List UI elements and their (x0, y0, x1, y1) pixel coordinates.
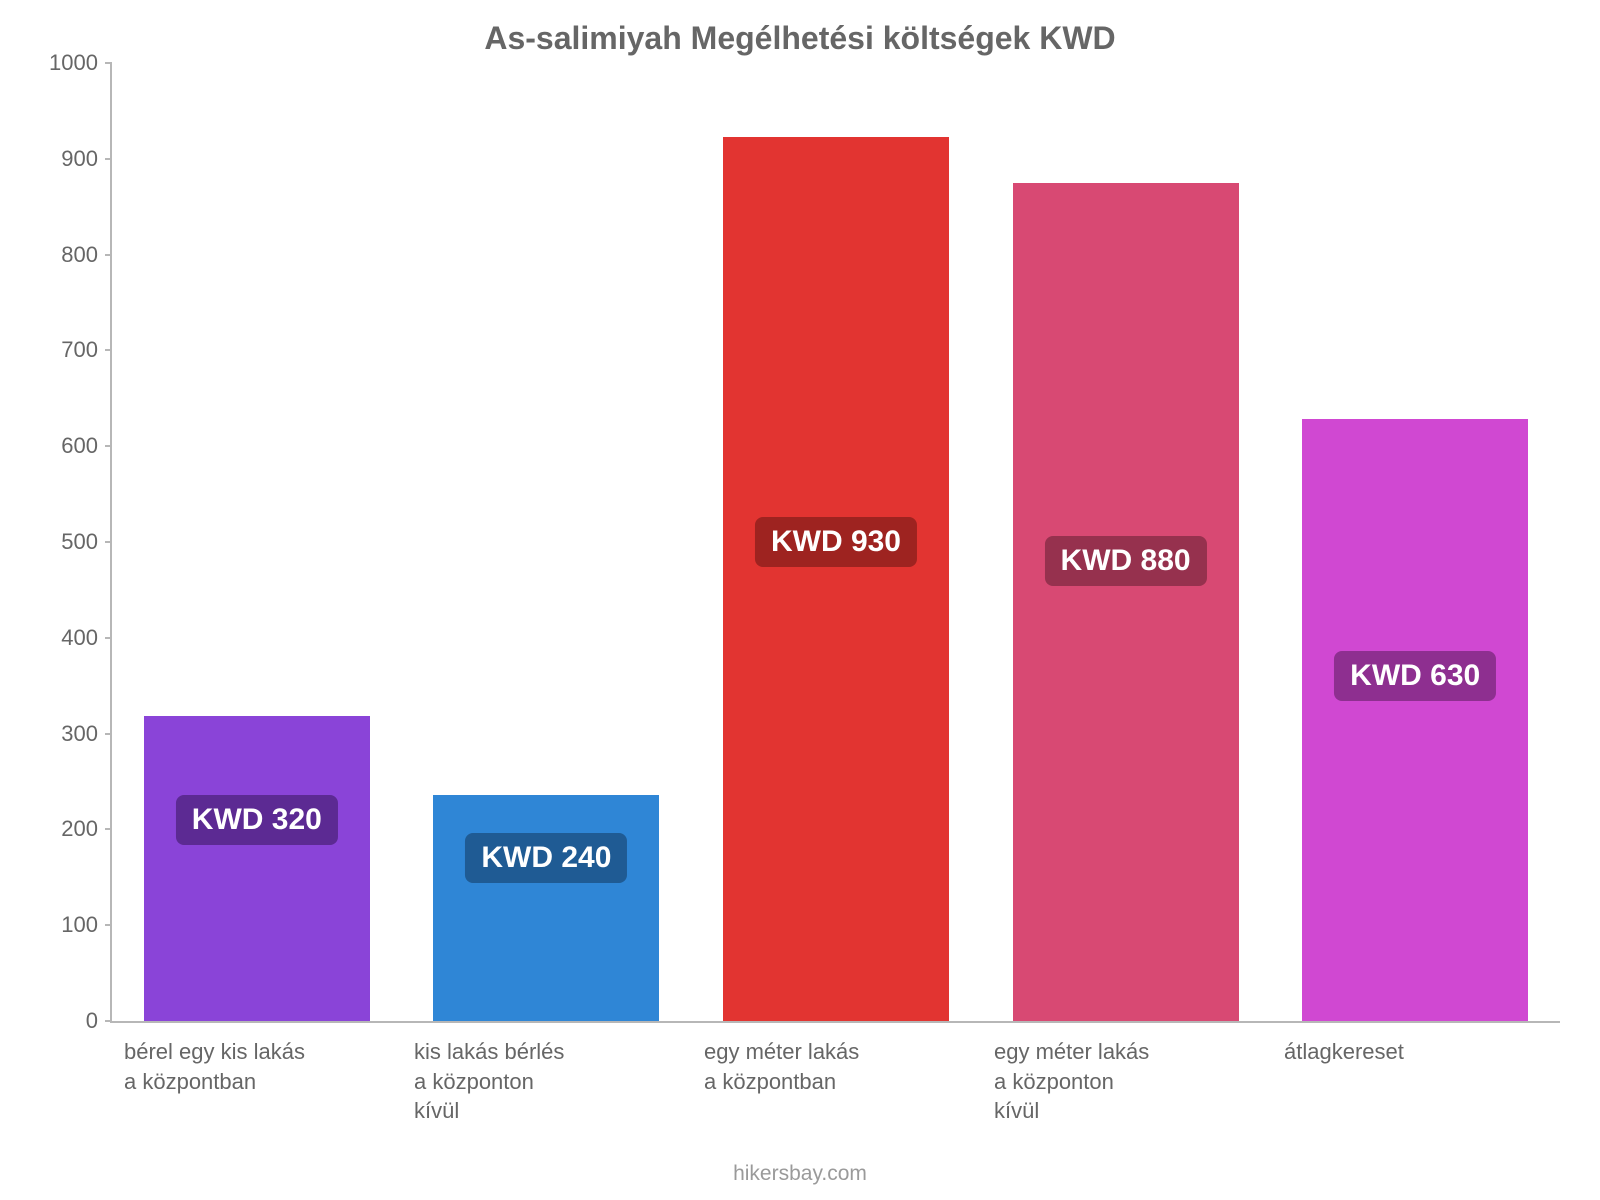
y-tick-label: 900 (61, 146, 98, 172)
y-tick-mark (105, 733, 112, 735)
x-axis-label: egy méter lakás a központon kívül (980, 1023, 1270, 1126)
plot-row: 01002003004005006007008009001000 KWD 320… (40, 63, 1560, 1023)
y-tick-label: 0 (86, 1008, 98, 1034)
y-tick-mark (105, 349, 112, 351)
bar-cell: KWD 880 (981, 63, 1271, 1021)
y-tick-mark (105, 62, 112, 64)
bar: KWD 880 (1013, 183, 1239, 1021)
x-axis-label: bérel egy kis lakás a központban (110, 1023, 400, 1126)
bar-value-label: KWD 930 (755, 517, 917, 567)
x-axis-label: átlagkereset (1270, 1023, 1560, 1126)
y-tick-mark (105, 637, 112, 639)
chart-title: As-salimiyah Megélhetési költségek KWD (40, 20, 1560, 57)
credit-text: hikersbay.com (40, 1162, 1560, 1186)
bar: KWD 930 (723, 137, 949, 1021)
bar-value-label: KWD 240 (465, 833, 627, 883)
y-tick-mark (105, 158, 112, 160)
y-tick-mark (105, 445, 112, 447)
bar-value-label: KWD 880 (1045, 536, 1207, 586)
bar-cell: KWD 320 (112, 63, 402, 1021)
x-axis-label: egy méter lakás a központban (690, 1023, 980, 1126)
y-tick-mark (105, 828, 112, 830)
bars-layer: KWD 320 KWD 240 KWD 930 KWD 880 KWD 630 (112, 63, 1560, 1021)
y-tick-mark (105, 1020, 112, 1022)
plot-area: KWD 320 KWD 240 KWD 930 KWD 880 KWD 630 (110, 63, 1560, 1023)
y-tick-mark (105, 924, 112, 926)
y-tick-label: 400 (61, 625, 98, 651)
y-tick-label: 100 (61, 912, 98, 938)
chart-container: As-salimiyah Megélhetési költségek KWD 0… (0, 0, 1600, 1200)
bar-value-label: KWD 320 (176, 795, 338, 845)
bar-value-label: KWD 630 (1334, 651, 1496, 701)
bar: KWD 630 (1302, 419, 1528, 1021)
bar-cell: KWD 240 (402, 63, 692, 1021)
y-tick-label: 500 (61, 529, 98, 555)
y-tick-label: 1000 (49, 50, 98, 76)
bar-cell: KWD 630 (1270, 63, 1560, 1021)
y-axis: 01002003004005006007008009001000 (40, 63, 110, 1023)
bar: KWD 320 (144, 716, 370, 1021)
y-tick-mark (105, 254, 112, 256)
x-axis: bérel egy kis lakás a központbankis laká… (110, 1023, 1560, 1126)
bar-cell: KWD 930 (691, 63, 981, 1021)
y-tick-label: 700 (61, 337, 98, 363)
y-tick-label: 300 (61, 721, 98, 747)
bar: KWD 240 (433, 795, 659, 1021)
y-tick-label: 600 (61, 433, 98, 459)
x-axis-label: kis lakás bérlés a központon kívül (400, 1023, 690, 1126)
y-tick-label: 800 (61, 242, 98, 268)
y-tick-mark (105, 541, 112, 543)
y-tick-label: 200 (61, 816, 98, 842)
